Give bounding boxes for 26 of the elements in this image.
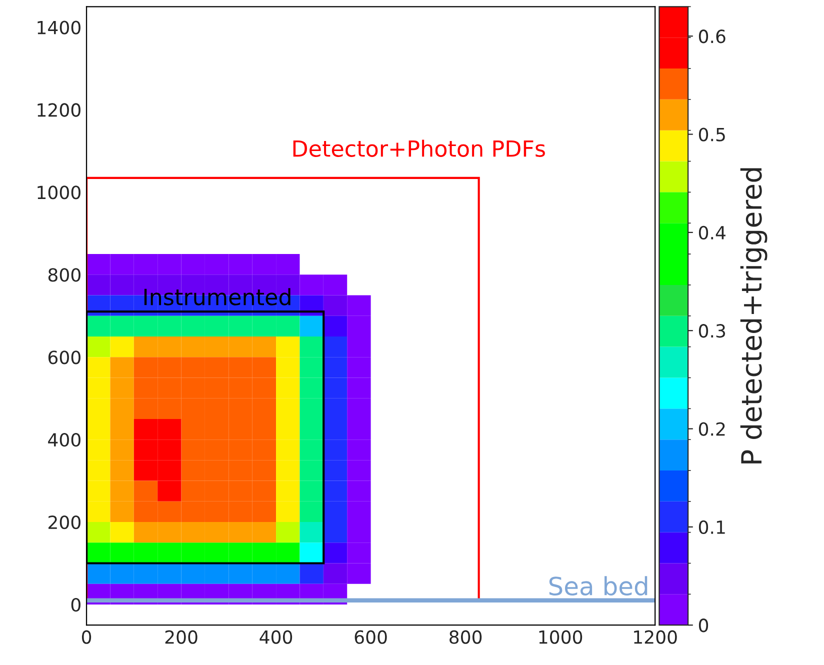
x-tick-label: 1200 xyxy=(634,630,677,644)
x-tick-label: 1000 xyxy=(539,630,582,644)
y-tick-label: 1200 xyxy=(38,103,80,117)
ref-line-label: Sea bed xyxy=(549,576,648,596)
annotation: Detector+Photon PDFs xyxy=(293,140,545,157)
color-bar-label: 0.4 xyxy=(698,226,726,240)
color-bar-label: 0.3 xyxy=(698,324,726,338)
y-tick-label: 1400 xyxy=(38,20,80,34)
color-bar-label: 0.1 xyxy=(698,520,725,534)
y-tick-label: 0 xyxy=(71,598,80,612)
color-bar-label: 0.2 xyxy=(698,422,725,436)
y-tick-label: 200 xyxy=(48,515,80,530)
y-tick-label: 600 xyxy=(48,350,80,364)
color-bar-label: 0 xyxy=(698,618,708,632)
color-bar-label: 0.5 xyxy=(698,128,725,142)
color-bar-title: P detected+triggered xyxy=(740,168,768,464)
x-tick-label: 600 xyxy=(354,630,387,644)
x-tick-label: 0 xyxy=(82,630,92,644)
color-bar-label: 0.6 xyxy=(698,30,726,44)
x-tick-label: 800 xyxy=(450,630,482,644)
y-tick-label: 1000 xyxy=(38,186,80,200)
y-tick-label: 400 xyxy=(48,433,80,447)
annotation: Instrumented xyxy=(144,288,290,306)
y-tick-label: 800 xyxy=(48,268,80,282)
x-tick-label: 400 xyxy=(260,630,292,644)
x-tick-label: 200 xyxy=(165,630,198,644)
